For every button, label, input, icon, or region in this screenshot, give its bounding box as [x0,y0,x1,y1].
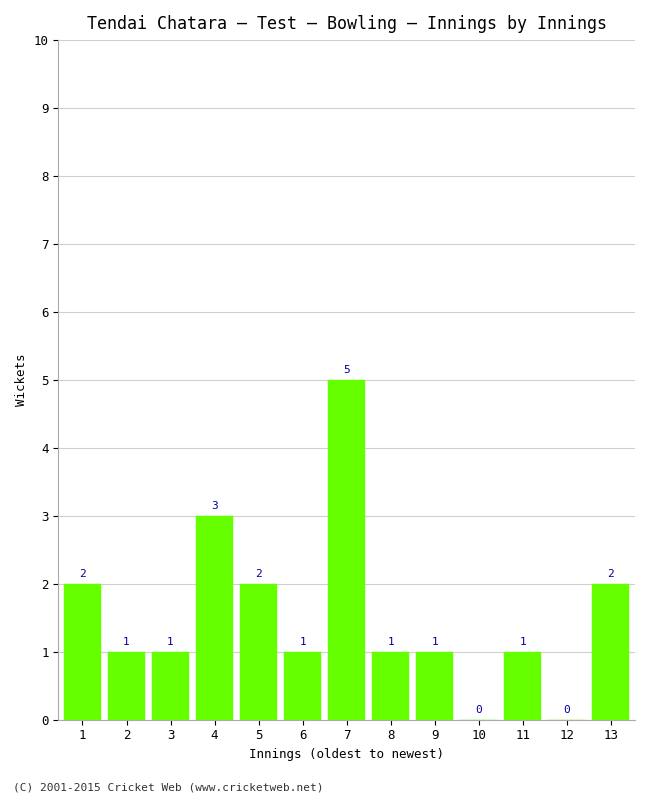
Bar [152,652,189,720]
Text: 1: 1 [519,637,526,647]
Text: 2: 2 [255,569,262,579]
Bar [284,652,321,720]
Bar [328,380,365,720]
Bar [504,652,541,720]
Bar [64,584,101,720]
Bar [240,584,278,720]
Text: 1: 1 [123,637,130,647]
X-axis label: Innings (oldest to newest): Innings (oldest to newest) [249,748,444,761]
Text: 2: 2 [607,569,614,579]
Bar [196,516,233,720]
Bar [416,652,454,720]
Text: 1: 1 [299,637,306,647]
Bar [372,652,410,720]
Text: 1: 1 [167,637,174,647]
Title: Tendai Chatara – Test – Bowling – Innings by Innings: Tendai Chatara – Test – Bowling – Inning… [86,15,606,33]
Text: 5: 5 [343,365,350,375]
Text: 1: 1 [387,637,394,647]
Text: 3: 3 [211,501,218,511]
Text: (C) 2001-2015 Cricket Web (www.cricketweb.net): (C) 2001-2015 Cricket Web (www.cricketwe… [13,782,324,792]
Text: 0: 0 [475,705,482,715]
Bar [592,584,629,720]
Bar [108,652,145,720]
Text: 2: 2 [79,569,86,579]
Text: 0: 0 [564,705,570,715]
Y-axis label: Wickets: Wickets [15,354,28,406]
Text: 1: 1 [432,637,438,647]
